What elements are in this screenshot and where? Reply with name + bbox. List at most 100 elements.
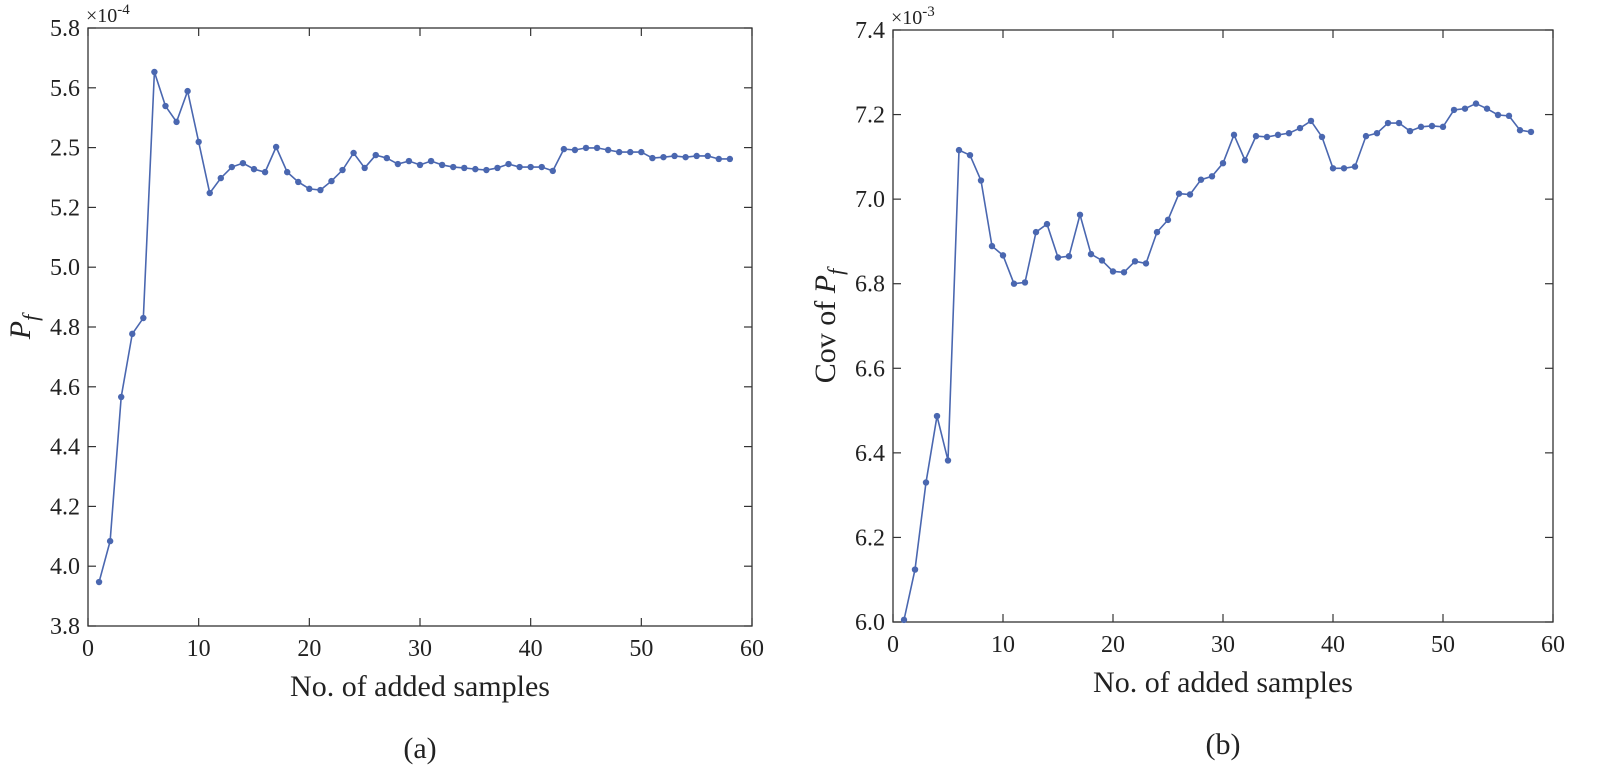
data-point xyxy=(1219,160,1227,167)
multiplier-exponent: -3 xyxy=(922,4,935,20)
y-tick-label: 3.8 xyxy=(50,614,80,640)
caption: (b) xyxy=(1206,728,1241,761)
data-point xyxy=(1329,165,1337,172)
data-point xyxy=(162,102,169,110)
data-point xyxy=(1472,100,1480,107)
data-point xyxy=(1252,132,1260,140)
data-point xyxy=(261,168,269,176)
data-point xyxy=(726,155,734,163)
data-point xyxy=(306,185,313,193)
data-point xyxy=(649,154,656,162)
data-point xyxy=(339,166,346,174)
data-point xyxy=(1439,123,1447,131)
x-tick-label: 20 xyxy=(1101,632,1125,658)
x-tick-label: 10 xyxy=(187,636,211,662)
data-point xyxy=(1153,228,1161,236)
y-tick-label: 5.2 xyxy=(50,195,80,221)
x-tick-label: 0 xyxy=(82,636,94,662)
x-tick-label: 60 xyxy=(1541,632,1565,658)
data-point xyxy=(173,118,180,126)
y-tick-label: 6.4 xyxy=(855,441,885,467)
data-point xyxy=(151,68,158,76)
data-point xyxy=(1197,176,1205,183)
data-point xyxy=(944,457,952,464)
data-point xyxy=(1208,173,1216,180)
y-multiplier: ×10-3 xyxy=(891,4,935,29)
y-tick-label: 7.2 xyxy=(855,103,885,129)
y-tick-label: 5.8 xyxy=(50,16,80,42)
data-point xyxy=(1010,280,1018,287)
data-point xyxy=(250,165,258,173)
data-point xyxy=(383,154,390,162)
data-point xyxy=(1351,163,1359,170)
y-multiplier: ×10-4 xyxy=(86,2,130,27)
x-tick-label: 0 xyxy=(887,632,899,658)
y-tick-label: 5.0 xyxy=(50,255,80,281)
y-label-main: Cov of P xyxy=(809,275,842,383)
data-point xyxy=(372,151,379,159)
data-point xyxy=(1307,117,1315,125)
data-line xyxy=(98,71,730,583)
data-point xyxy=(999,252,1007,259)
data-point xyxy=(206,189,213,197)
data-point xyxy=(1318,133,1326,141)
y-tick-label: 6.6 xyxy=(855,356,885,382)
data-point xyxy=(239,159,247,167)
data-point xyxy=(1274,131,1282,139)
multiplier-base: ×10 xyxy=(86,5,117,27)
data-point xyxy=(616,148,623,156)
data-point xyxy=(911,566,919,573)
data-point xyxy=(1494,111,1502,119)
data-point xyxy=(933,412,941,420)
data-point xyxy=(1384,119,1392,127)
data-point xyxy=(1461,105,1469,112)
data-point xyxy=(394,160,402,168)
data-point xyxy=(361,164,368,172)
data-point xyxy=(1241,157,1249,164)
x-tick-label: 50 xyxy=(1431,632,1455,658)
data-point xyxy=(505,160,512,168)
data-point xyxy=(527,163,534,171)
x-tick-label: 50 xyxy=(629,636,653,662)
data-point xyxy=(1076,211,1084,218)
y-label-sub: f xyxy=(18,312,43,321)
y-label-words: Cov of xyxy=(809,293,842,383)
y-tick-label: 6.8 xyxy=(855,272,885,298)
data-point xyxy=(1186,191,1194,198)
x-axis-label: No. of added samples xyxy=(1093,666,1353,699)
data-point xyxy=(571,146,579,154)
data-point xyxy=(604,146,612,154)
x-axis-label: No. of added samples xyxy=(290,670,550,703)
x-tick-label: 30 xyxy=(408,636,432,662)
data-point xyxy=(1021,279,1029,286)
y-tick-label: 4.0 xyxy=(50,554,80,580)
data-point xyxy=(593,144,601,152)
data-point xyxy=(1296,124,1304,132)
y-label-sub: f xyxy=(823,266,848,275)
data-point xyxy=(328,177,335,185)
data-point xyxy=(1065,253,1073,260)
data-point xyxy=(494,164,501,172)
data-point xyxy=(516,163,523,171)
data-point xyxy=(715,155,722,163)
data-point xyxy=(1164,216,1172,224)
data-point xyxy=(427,157,435,165)
data-point xyxy=(272,143,280,151)
y-tick-label: 6.2 xyxy=(855,525,885,551)
data-point xyxy=(405,157,413,165)
data-point xyxy=(1373,129,1381,137)
plot-frame xyxy=(87,27,753,627)
data-point xyxy=(106,537,114,545)
data-point xyxy=(704,152,711,160)
data-point xyxy=(1120,269,1128,276)
x-tick-label: 40 xyxy=(1321,632,1345,658)
y-tick-label: 7.4 xyxy=(855,18,885,44)
data-point xyxy=(1406,127,1414,135)
y-axis-label: Pf xyxy=(4,312,43,340)
data-point xyxy=(693,152,700,160)
y-label-symbol: P xyxy=(809,275,842,294)
y-label-main: P xyxy=(4,321,37,340)
x-tick-label: 10 xyxy=(991,632,1015,658)
data-point xyxy=(638,148,645,156)
